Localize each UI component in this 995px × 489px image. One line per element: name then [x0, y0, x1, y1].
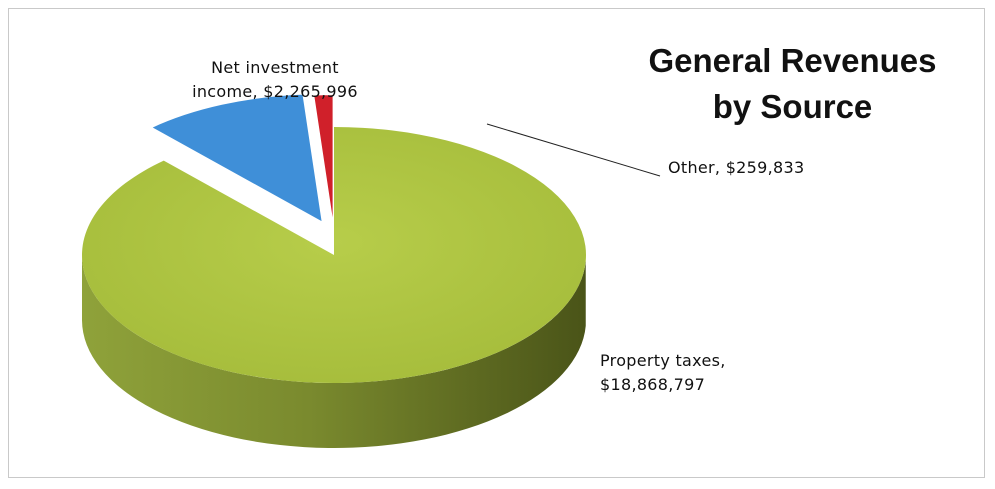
data-label-property-line2: $18,868,797: [600, 375, 706, 394]
pie-slice-other: [313, 94, 334, 223]
pie-side-property-taxes: [82, 255, 586, 448]
data-label-property-taxes: Property taxes, $18,868,797: [600, 349, 726, 397]
data-label-net-investment-line1: Net investment: [211, 58, 339, 77]
pie-slice-property-taxes: [82, 127, 586, 383]
pie-slice-net-investment-income: [150, 93, 323, 223]
data-label-property-line1: Property taxes,: [600, 351, 726, 370]
leader-line-other: [486, 123, 661, 177]
data-label-other: Other, $259,833: [668, 158, 805, 177]
data-label-net-investment-income: Net investment income, $2,265,996: [150, 56, 400, 104]
chart-title: General Revenues by Source: [615, 38, 970, 130]
data-label-net-investment-line2: income, $2,265,996: [192, 82, 358, 101]
chart-title-line2: by Source: [712, 88, 873, 125]
chart-title-line1: General Revenues: [648, 42, 937, 79]
